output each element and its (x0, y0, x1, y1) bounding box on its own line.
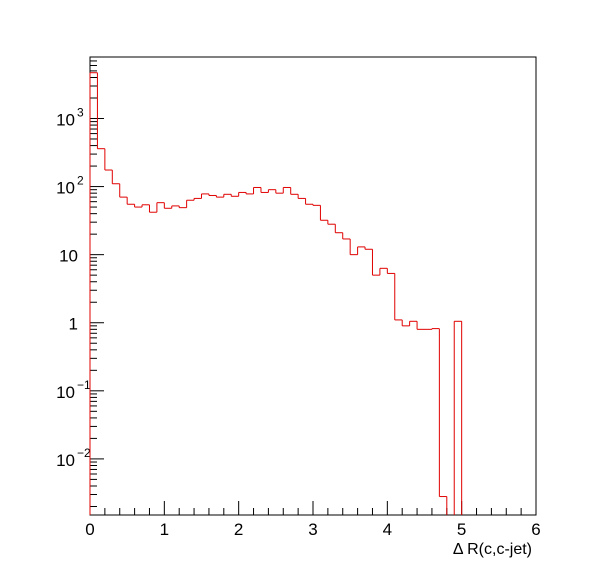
y-axis-ticks (90, 56, 104, 507)
y-tick-exponent: −2 (77, 446, 91, 460)
x-axis-ticks (89, 501, 537, 515)
y-tick-label: 1 (69, 315, 78, 334)
x-tick-label: 1 (160, 520, 169, 539)
y-tick-exponent: −1 (77, 378, 91, 392)
x-axis-title: Δ R(c,c-jet) (453, 541, 532, 558)
x-tick-label: 3 (308, 520, 317, 539)
y-tick-exponent: 2 (77, 174, 84, 188)
x-tick-label: 0 (85, 520, 94, 539)
y-tick-label: 10 (56, 383, 75, 402)
y-tick-label: 10 (59, 247, 78, 266)
histogram-bins (89, 72, 463, 515)
y-tick-label: 10 (56, 179, 75, 198)
plot-frame (89, 56, 537, 516)
y-tick-label: 10 (56, 110, 75, 129)
x-axis-tick-labels: 0 1 2 3 4 5 6 (85, 520, 540, 539)
y-tick-exponent: 3 (77, 105, 84, 119)
x-tick-label: 6 (531, 520, 540, 539)
x-tick-label: 4 (383, 520, 392, 539)
x-tick-label: 5 (457, 520, 466, 539)
x-tick-label: 2 (234, 520, 243, 539)
y-tick-label: 10 (56, 451, 75, 470)
